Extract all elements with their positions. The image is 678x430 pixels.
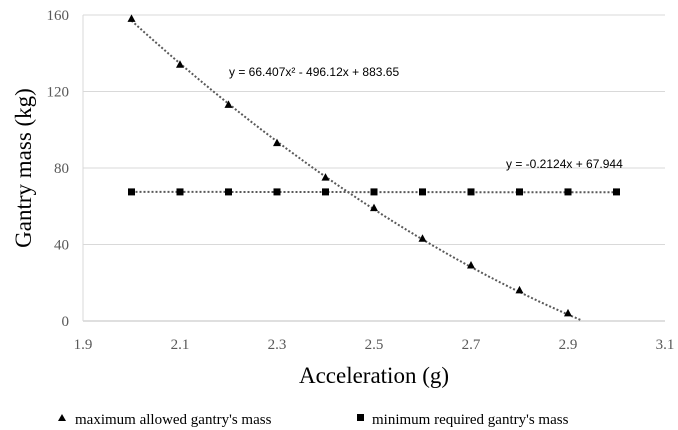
y-tick-label: 0 [62, 314, 70, 330]
y-tick-label: 40 [54, 238, 69, 254]
square-marker [565, 188, 572, 195]
x-tick-label: 2.1 [171, 337, 190, 353]
trendline-equations: y = 66.407x² - 496.12x + 883.65 y = -0.2… [229, 65, 623, 171]
square-marker [468, 188, 475, 195]
x-tick-label: 2.3 [268, 337, 287, 353]
y-axis-title: Gantry mass (kg) [11, 88, 36, 248]
square-marker [128, 188, 135, 195]
legend-marker-triangle [58, 414, 66, 421]
y-tick-label: 80 [54, 161, 69, 177]
linear-equation-label: y = -0.2124x + 67.944 [506, 157, 623, 171]
square-marker [613, 188, 620, 195]
square-marker [516, 188, 523, 195]
x-axis-title: Acceleration (g) [299, 363, 449, 388]
square-marker [225, 188, 232, 195]
x-tick-label: 2.5 [365, 337, 384, 353]
x-tick-label: 1.9 [74, 337, 93, 353]
legend-marker-square [357, 414, 364, 421]
x-tick-label: 3.1 [656, 337, 675, 353]
x-tick-label: 2.7 [462, 337, 481, 353]
poly-equation-label: y = 66.407x² - 496.12x + 883.65 [229, 65, 399, 79]
square-marker [322, 188, 329, 195]
legend-label-max: maximum allowed gantry's mass [75, 412, 272, 428]
triangle-marker [516, 286, 524, 294]
square-marker [177, 188, 184, 195]
y-tick-label: 120 [47, 85, 70, 101]
square-marker [274, 188, 281, 195]
y-tick-label: 160 [47, 8, 70, 24]
x-tick-label: 2.9 [559, 337, 578, 353]
tick-labels: 0 40 80 120 160 1.9 2.1 2.3 2.5 2.7 2.9 3.1 [47, 8, 675, 353]
square-marker [371, 188, 378, 195]
legend: maximum allowed gantry's mass minimum re… [58, 412, 569, 428]
legend-label-min: minimum required gantry's mass [372, 412, 569, 428]
square-marker [419, 188, 426, 195]
